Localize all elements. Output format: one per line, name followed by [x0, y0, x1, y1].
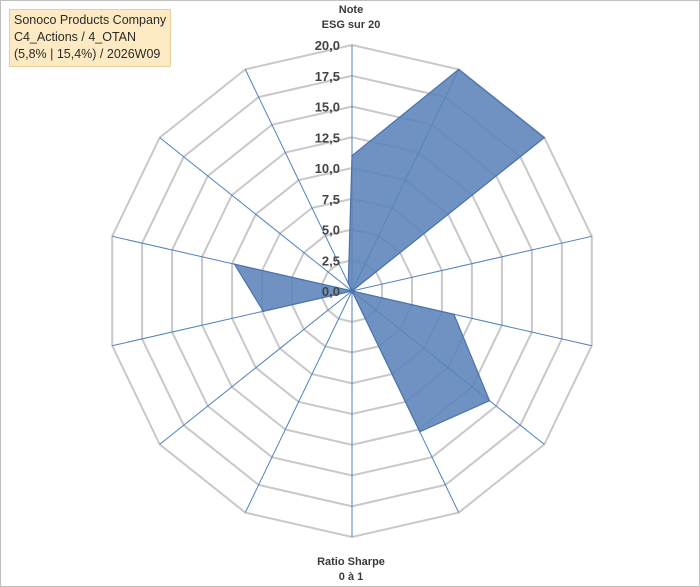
axis-label-7: Ratio Sharpe 0 à 1 [317, 556, 385, 583]
data-point-4 [453, 313, 455, 316]
axis-label-7-line-0: Ratio Sharpe [317, 556, 385, 568]
tick-label-1: 2,5 [322, 253, 340, 268]
data-point-5 [488, 399, 491, 402]
tick-label-0: 0,0 [322, 284, 340, 299]
axis-label-0-line-1: ESG sur 20 [322, 19, 381, 31]
portfolio-category: C4_Actions / 4_OTAN [14, 30, 137, 44]
data-point-13 [347, 282, 350, 285]
tick-label-4: 10,0 [315, 161, 340, 176]
axis-label-7-line-1: 0 à 1 [339, 571, 363, 583]
data-point-1 [457, 68, 460, 71]
axis-label-0-line-0: Note [339, 4, 363, 16]
tick-label-6: 15,0 [315, 100, 340, 115]
data-point-10 [262, 310, 265, 313]
tick-label-3: 7,5 [322, 192, 340, 207]
tick-label-5: 12,5 [315, 130, 340, 145]
chart-title-box: Sonoco Products Company C4_Actions / 4_O… [9, 9, 172, 67]
period-info: (5,8% | 15,4%) / 2026W09 [14, 47, 161, 61]
tick-label-2: 5,0 [322, 223, 340, 238]
spoke-12 [159, 137, 353, 292]
data-point-12 [351, 290, 353, 292]
axis-label-0: Note ESG sur 20 [322, 4, 381, 31]
data-point-11 [233, 263, 236, 266]
radial-tick-labels: 0,0 2,5 5,0 7,5 10,0 12,5 15,0 17,5 20,0 [315, 38, 340, 299]
tick-label-8: 20,0 [315, 38, 340, 53]
data-point-2 [543, 136, 546, 139]
spoke-8 [244, 290, 353, 513]
radar-series [233, 68, 546, 433]
spoke-3 [351, 235, 592, 292]
spoke-9 [159, 290, 353, 445]
spoke-13 [244, 69, 353, 292]
data-point-6 [419, 430, 421, 433]
company-name: Sonoco Products Company [14, 13, 167, 27]
data-point-0 [351, 154, 353, 157]
tick-label-7: 17,5 [315, 69, 340, 84]
